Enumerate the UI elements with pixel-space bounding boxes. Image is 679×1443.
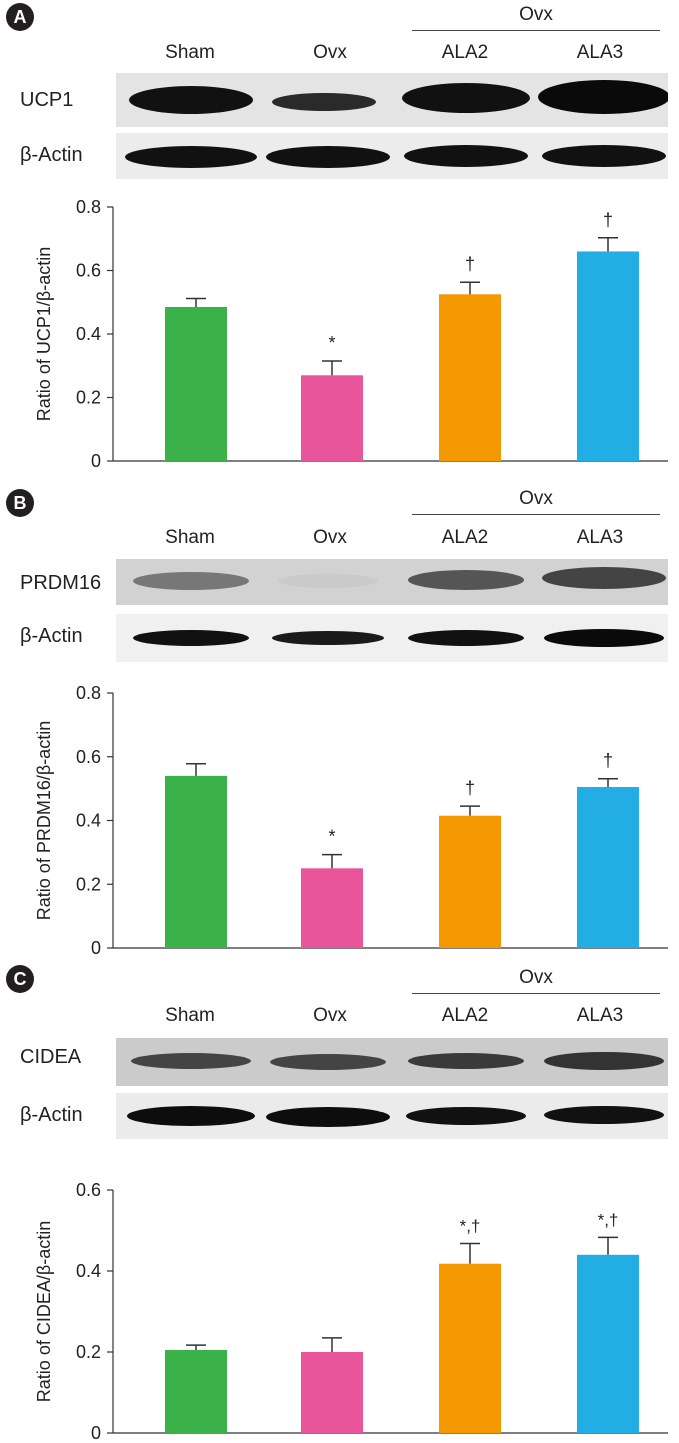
blot-cidea [116, 1038, 668, 1086]
blot-label-prdm16: PRDM16 [20, 572, 102, 594]
bar-sham [165, 775, 227, 948]
significance-marker: * [328, 333, 335, 353]
y-axis-label: Ratio of CIDEA/β-actin [34, 1221, 54, 1402]
significance-marker: † [603, 210, 613, 230]
blot-prdm16 [116, 559, 668, 605]
chart-ucp1: 0 0.2 0.4 0.6 0.8 Ratio of UCP1/β-actin * † † [34, 197, 668, 470]
y-tick-label: 0 [91, 938, 101, 958]
bar-ala2 [439, 815, 501, 948]
lane-label-ala3: ALA3 [576, 42, 624, 63]
lane-label-ala2: ALA2 [441, 527, 489, 548]
y-tick-label: 0.8 [76, 683, 101, 703]
panel-c-badge: C [6, 965, 34, 993]
blot-ucp1 [116, 73, 668, 127]
lane-label-ala2: ALA2 [441, 1005, 489, 1026]
ovx-group-label: Ovx [519, 488, 553, 509]
bar-ala3 [577, 251, 639, 461]
blot-actin-a [116, 133, 668, 179]
ovx-group-line [412, 30, 660, 31]
lane-label-ovx: Ovx [313, 1005, 347, 1026]
lane-label-ovx: Ovx [313, 42, 347, 63]
bar-ovx [301, 375, 363, 461]
lane-label-ovx: Ovx [313, 527, 347, 548]
panel-b-badge: B [6, 489, 34, 517]
chart-cidea: 0 0.2 0.4 0.6 Ratio of CIDEA/β-actin *,† *,† [34, 1180, 668, 1443]
y-tick-label: 0.4 [76, 324, 101, 344]
blot-actin-b [116, 614, 668, 662]
panel-a-badge: A [6, 3, 34, 31]
significance-marker: *,† [460, 1216, 481, 1235]
significance-marker: † [603, 751, 613, 771]
blot-actin-c [116, 1093, 668, 1139]
y-tick-label: 0.2 [76, 874, 101, 894]
bar-ala3 [577, 1254, 639, 1433]
lane-label-sham: Sham [165, 527, 215, 548]
y-tick-label: 0.6 [76, 1180, 101, 1200]
bar-sham [165, 1349, 227, 1433]
lane-label-ala3: ALA3 [576, 1005, 624, 1026]
y-tick-label: 0.2 [76, 1342, 101, 1362]
blot-label-actin-c: β-Actin [20, 1104, 83, 1126]
lane-label-sham: Sham [165, 1005, 215, 1026]
bar-ovx [301, 1352, 363, 1433]
ovx-group-header: Ovx [412, 966, 660, 994]
significance-marker: * [328, 827, 335, 847]
ovx-group-line [412, 514, 660, 515]
y-tick-label: 0 [91, 1423, 101, 1443]
y-tick-label: 0.6 [76, 747, 101, 767]
significance-marker: † [465, 254, 475, 274]
y-tick-label: 0.2 [76, 388, 101, 408]
ovx-group-header: Ovx [412, 487, 660, 515]
ovx-group-header: Ovx [412, 3, 660, 31]
chart-prdm16: 0 0.2 0.4 0.6 0.8 Ratio of PRDM16/β-actin * † † [34, 683, 668, 958]
ovx-group-label: Ovx [519, 967, 553, 988]
bar-sham [165, 307, 227, 461]
lane-label-sham: Sham [165, 42, 215, 63]
significance-marker: † [465, 778, 475, 798]
blot-label-cidea: CIDEA [20, 1046, 82, 1068]
y-tick-label: 0 [91, 451, 101, 470]
lane-label-ala3: ALA3 [576, 527, 624, 548]
y-axis-label: Ratio of PRDM16/β-actin [34, 721, 54, 920]
blot-label-actin-b: β-Actin [20, 625, 83, 647]
blot-label-actin-a: β-Actin [20, 144, 83, 166]
y-tick-label: 0.4 [76, 1261, 101, 1281]
blot-label-ucp1: UCP1 [20, 89, 74, 111]
bar-ovx [301, 868, 363, 948]
y-tick-label: 0.8 [76, 197, 101, 217]
significance-marker: *,† [598, 1210, 619, 1229]
ovx-group-line [412, 993, 660, 994]
ovx-group-label: Ovx [519, 4, 553, 25]
y-tick-label: 0.4 [76, 811, 101, 831]
y-tick-label: 0.6 [76, 261, 101, 281]
lane-label-ala2: ALA2 [441, 42, 489, 63]
y-axis-label: Ratio of UCP1/β-actin [34, 247, 54, 421]
bar-ala2 [439, 294, 501, 461]
panel-c: C Ovx Sham Ovx ALA2 ALA3 CIDEA β-Actin 0… [0, 960, 679, 1443]
bar-ala3 [577, 787, 639, 948]
panel-b: B Ovx Sham Ovx ALA2 ALA3 PRDM16 β-Actin … [0, 470, 679, 960]
bar-ala2 [439, 1263, 501, 1433]
